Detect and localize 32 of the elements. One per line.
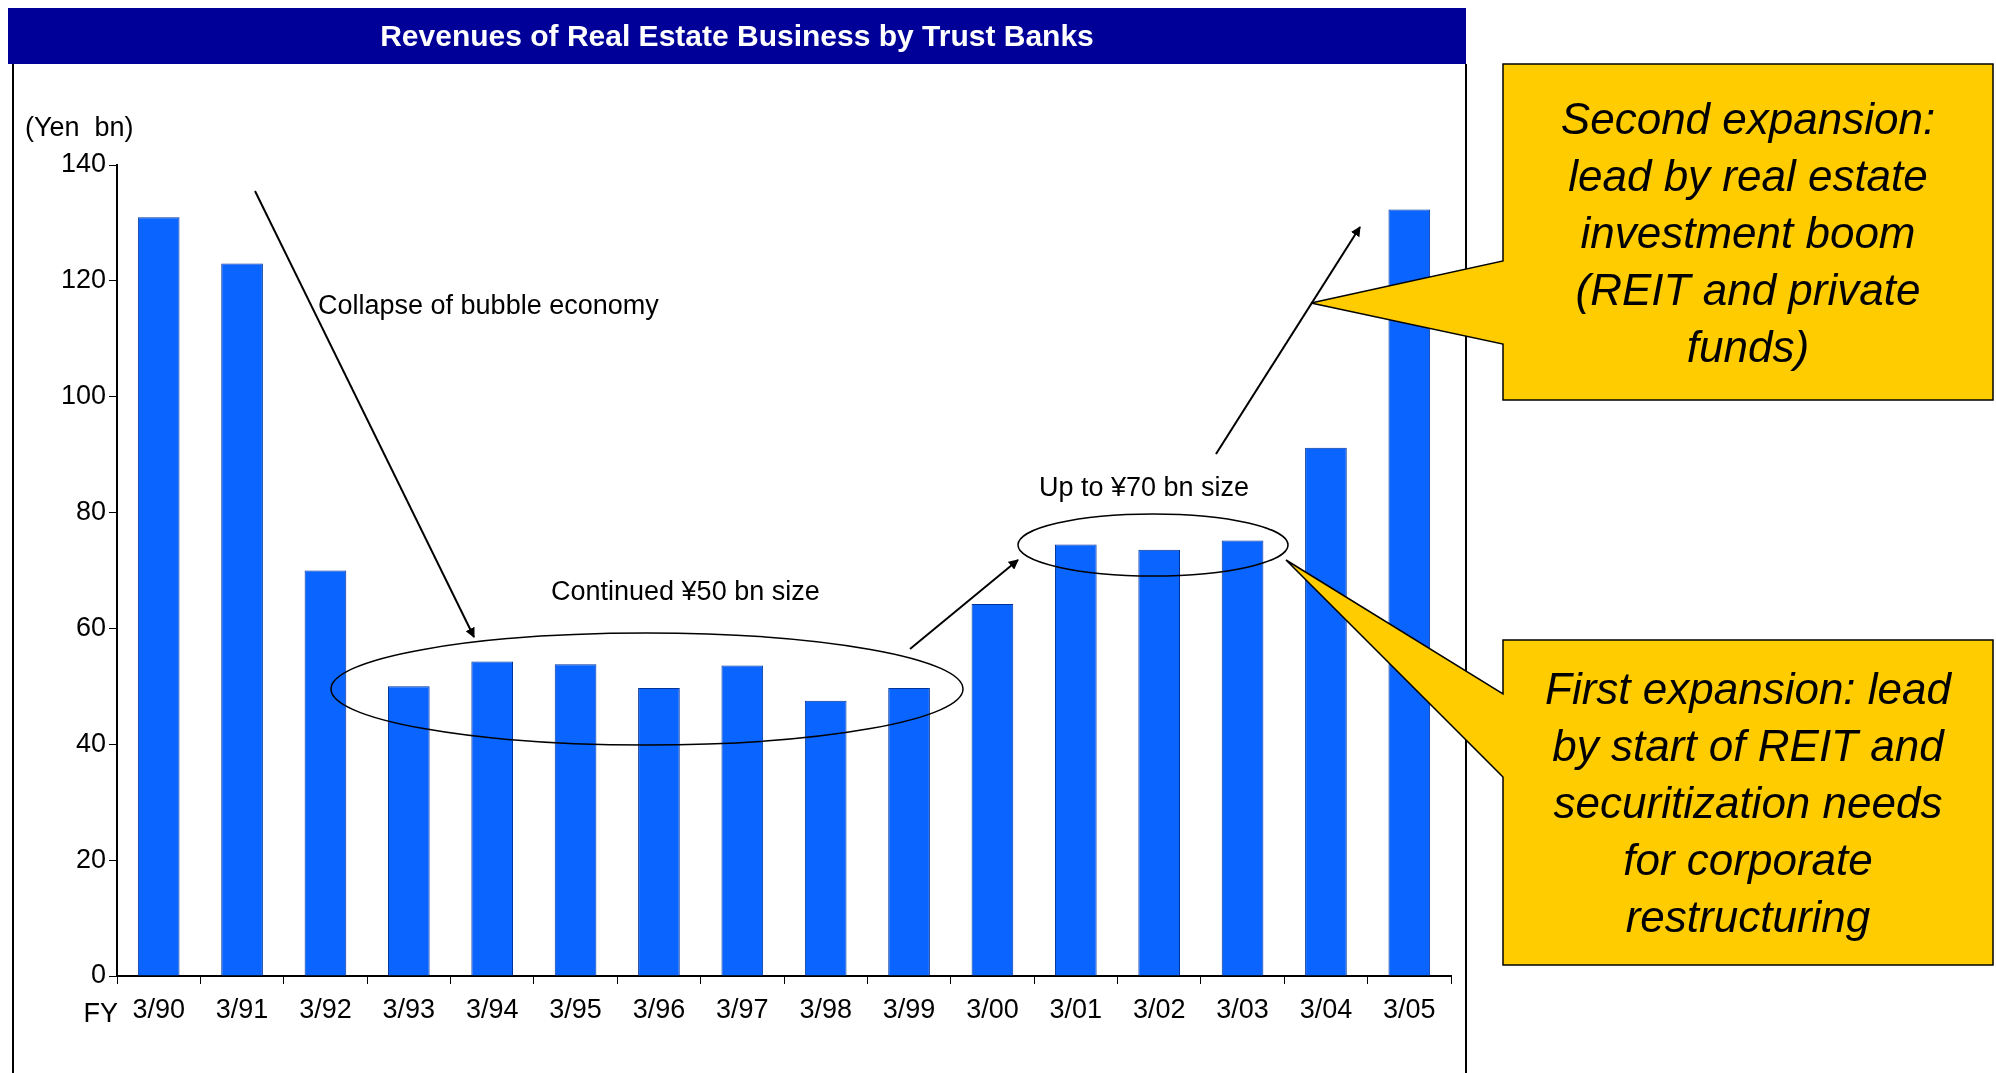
x-tick-label: 3/93 (382, 993, 436, 1024)
y-tick-label: 60 (75, 611, 106, 642)
x-tick-label: 3/97 (716, 993, 769, 1024)
x-tick-label: 3/96 (632, 993, 686, 1024)
x-tick-label: 3/98 (799, 993, 852, 1024)
x-tick-label: 3/91 (215, 993, 269, 1024)
y-tick-label: 100 (60, 380, 106, 411)
x-tick-label: 3/02 (1132, 993, 1186, 1024)
y-axis-title: (Yen bn) (25, 112, 134, 143)
y-tick-label: 20 (75, 843, 106, 874)
annotation: Collapse of bubble economy (318, 290, 660, 321)
x-tick-label: 3/90 (132, 993, 185, 1024)
x-tick-label: 3/00 (966, 993, 1019, 1024)
x-axis-title: FY (83, 998, 118, 1029)
y-tick-label: 140 (60, 148, 106, 179)
y-tick-label: 80 (75, 496, 106, 527)
x-tick-label: 3/04 (1299, 993, 1353, 1024)
annotation: Up to ¥70 bn size (1039, 472, 1250, 503)
y-tick-label: 120 (60, 264, 106, 295)
x-tick-label: 3/01 (1049, 993, 1103, 1024)
y-tick-label: 0 (90, 959, 106, 990)
x-tick-label: 3/95 (549, 993, 602, 1024)
chart-title: Revenues of Real Estate Business by Trust Banks (8, 8, 1466, 64)
y-tick-label: 40 (75, 727, 106, 758)
text: First expansion: lead by start of REIT and securitization needs for corporate restructuring (1544, 663, 1953, 943)
x-tick-label: 3/94 (465, 993, 519, 1024)
annotation: Continued ¥50 bn size (551, 576, 820, 607)
x-tick-label: 3/03 (1216, 993, 1269, 1024)
x-tick-label: 3/92 (299, 993, 352, 1024)
x-tick-label: 3/05 (1383, 993, 1436, 1024)
text: Second expansion: lead by real estate investment boom (REIT and private funds) (1559, 92, 1937, 373)
x-tick-label: 3/99 (882, 993, 936, 1024)
